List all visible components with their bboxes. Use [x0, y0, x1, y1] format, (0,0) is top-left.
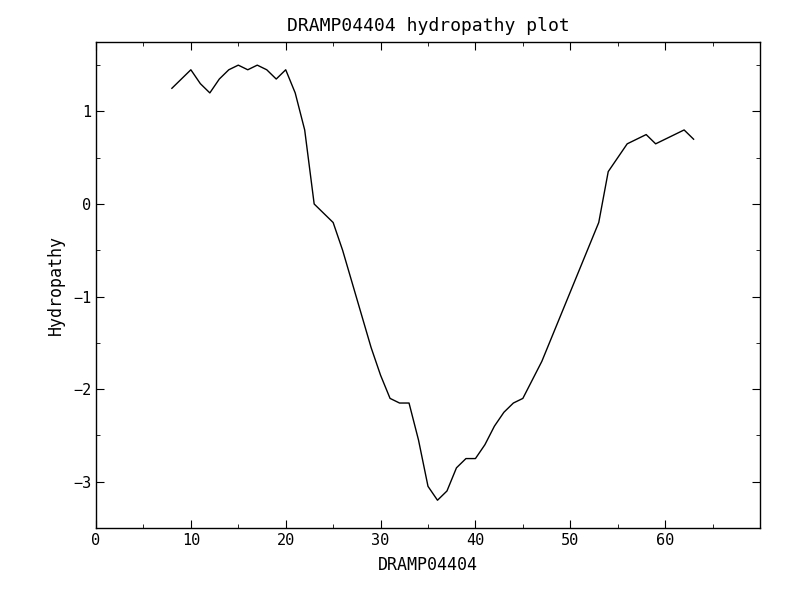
Title: DRAMP04404 hydropathy plot: DRAMP04404 hydropathy plot — [286, 17, 570, 35]
Y-axis label: Hydropathy: Hydropathy — [46, 235, 65, 335]
X-axis label: DRAMP04404: DRAMP04404 — [378, 556, 478, 574]
